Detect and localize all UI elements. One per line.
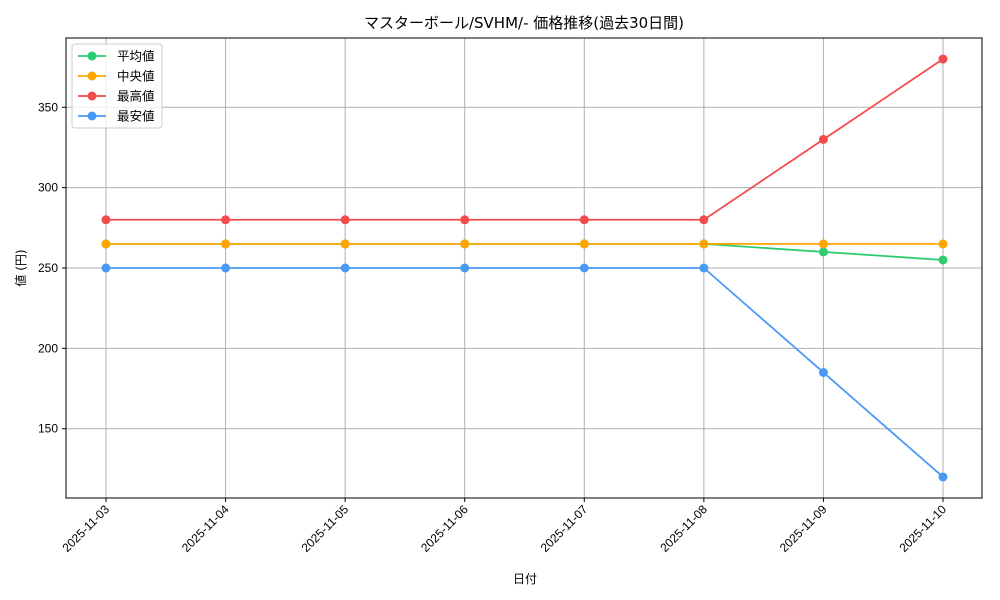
legend-label: 最安値	[117, 109, 155, 124]
data-point	[101, 263, 111, 273]
data-point	[101, 239, 111, 249]
y-tick-label: 150	[38, 422, 58, 436]
y-tick-label: 200	[38, 341, 58, 355]
legend-label: 最高値	[117, 89, 155, 104]
x-tick-label: 2025-11-05	[299, 502, 352, 555]
legend-item: 平均値	[78, 49, 155, 64]
y-axis-ticks: 150 200 250 300 350	[38, 100, 66, 436]
data-point	[460, 215, 470, 225]
data-point	[340, 263, 350, 273]
data-point	[938, 239, 948, 249]
x-tick-label: 2025-11-07	[538, 502, 591, 555]
legend-box	[71, 43, 163, 129]
x-tick-label: 2025-11-10	[896, 502, 949, 555]
series-2	[101, 54, 948, 225]
legend-marker-icon	[87, 71, 97, 81]
legend-label: 平均値	[117, 49, 155, 64]
data-point	[221, 215, 231, 225]
data-point	[699, 263, 709, 273]
legend-item: 中央値	[78, 69, 155, 84]
data-point	[818, 134, 828, 144]
data-point	[579, 263, 589, 273]
x-tick-label: 2025-11-08	[657, 502, 710, 555]
x-axis-ticks: 2025-11-03 2025-11-04 2025-11-05 2025-11-06…	[59, 498, 949, 555]
legend-item: 最安値	[78, 109, 155, 124]
data-point	[460, 263, 470, 273]
y-tick-label: 250	[38, 261, 58, 275]
series-line	[106, 242, 944, 261]
x-tick-label: 2025-11-06	[418, 502, 471, 555]
data-point	[579, 215, 589, 225]
series-line	[106, 267, 944, 478]
data-point	[101, 215, 111, 225]
data-point	[221, 263, 231, 273]
data-point	[818, 247, 828, 257]
chart-title: マスターボール/SVHM/- 価格推移(過去30日間)	[364, 14, 684, 32]
data-point	[221, 239, 231, 249]
series-lines	[101, 54, 948, 482]
y-tick-label: 350	[38, 100, 58, 114]
data-point	[699, 215, 709, 225]
legend-label: 中央値	[117, 69, 155, 84]
data-point	[938, 472, 948, 482]
legend-marker-icon	[87, 51, 97, 61]
legend-marker-icon	[87, 91, 97, 101]
x-axis-label: 日付	[513, 572, 537, 586]
data-point	[340, 239, 350, 249]
data-point	[699, 239, 709, 249]
data-point	[818, 239, 828, 249]
series-1	[101, 239, 948, 249]
y-axis-label: 値 (円)	[13, 249, 28, 286]
legend-item: 最高値	[78, 89, 155, 104]
data-point	[340, 215, 350, 225]
data-point	[460, 239, 470, 249]
data-point	[818, 367, 828, 377]
legend-marker-icon	[87, 111, 97, 121]
x-tick-label: 2025-11-09	[777, 502, 830, 555]
series-line	[106, 58, 944, 221]
data-point	[938, 255, 948, 265]
y-tick-label: 300	[38, 181, 58, 195]
data-point	[938, 54, 948, 64]
x-tick-label: 2025-11-03	[59, 502, 112, 555]
series-3	[101, 263, 948, 482]
x-tick-label: 2025-11-04	[179, 502, 232, 555]
data-point	[579, 239, 589, 249]
